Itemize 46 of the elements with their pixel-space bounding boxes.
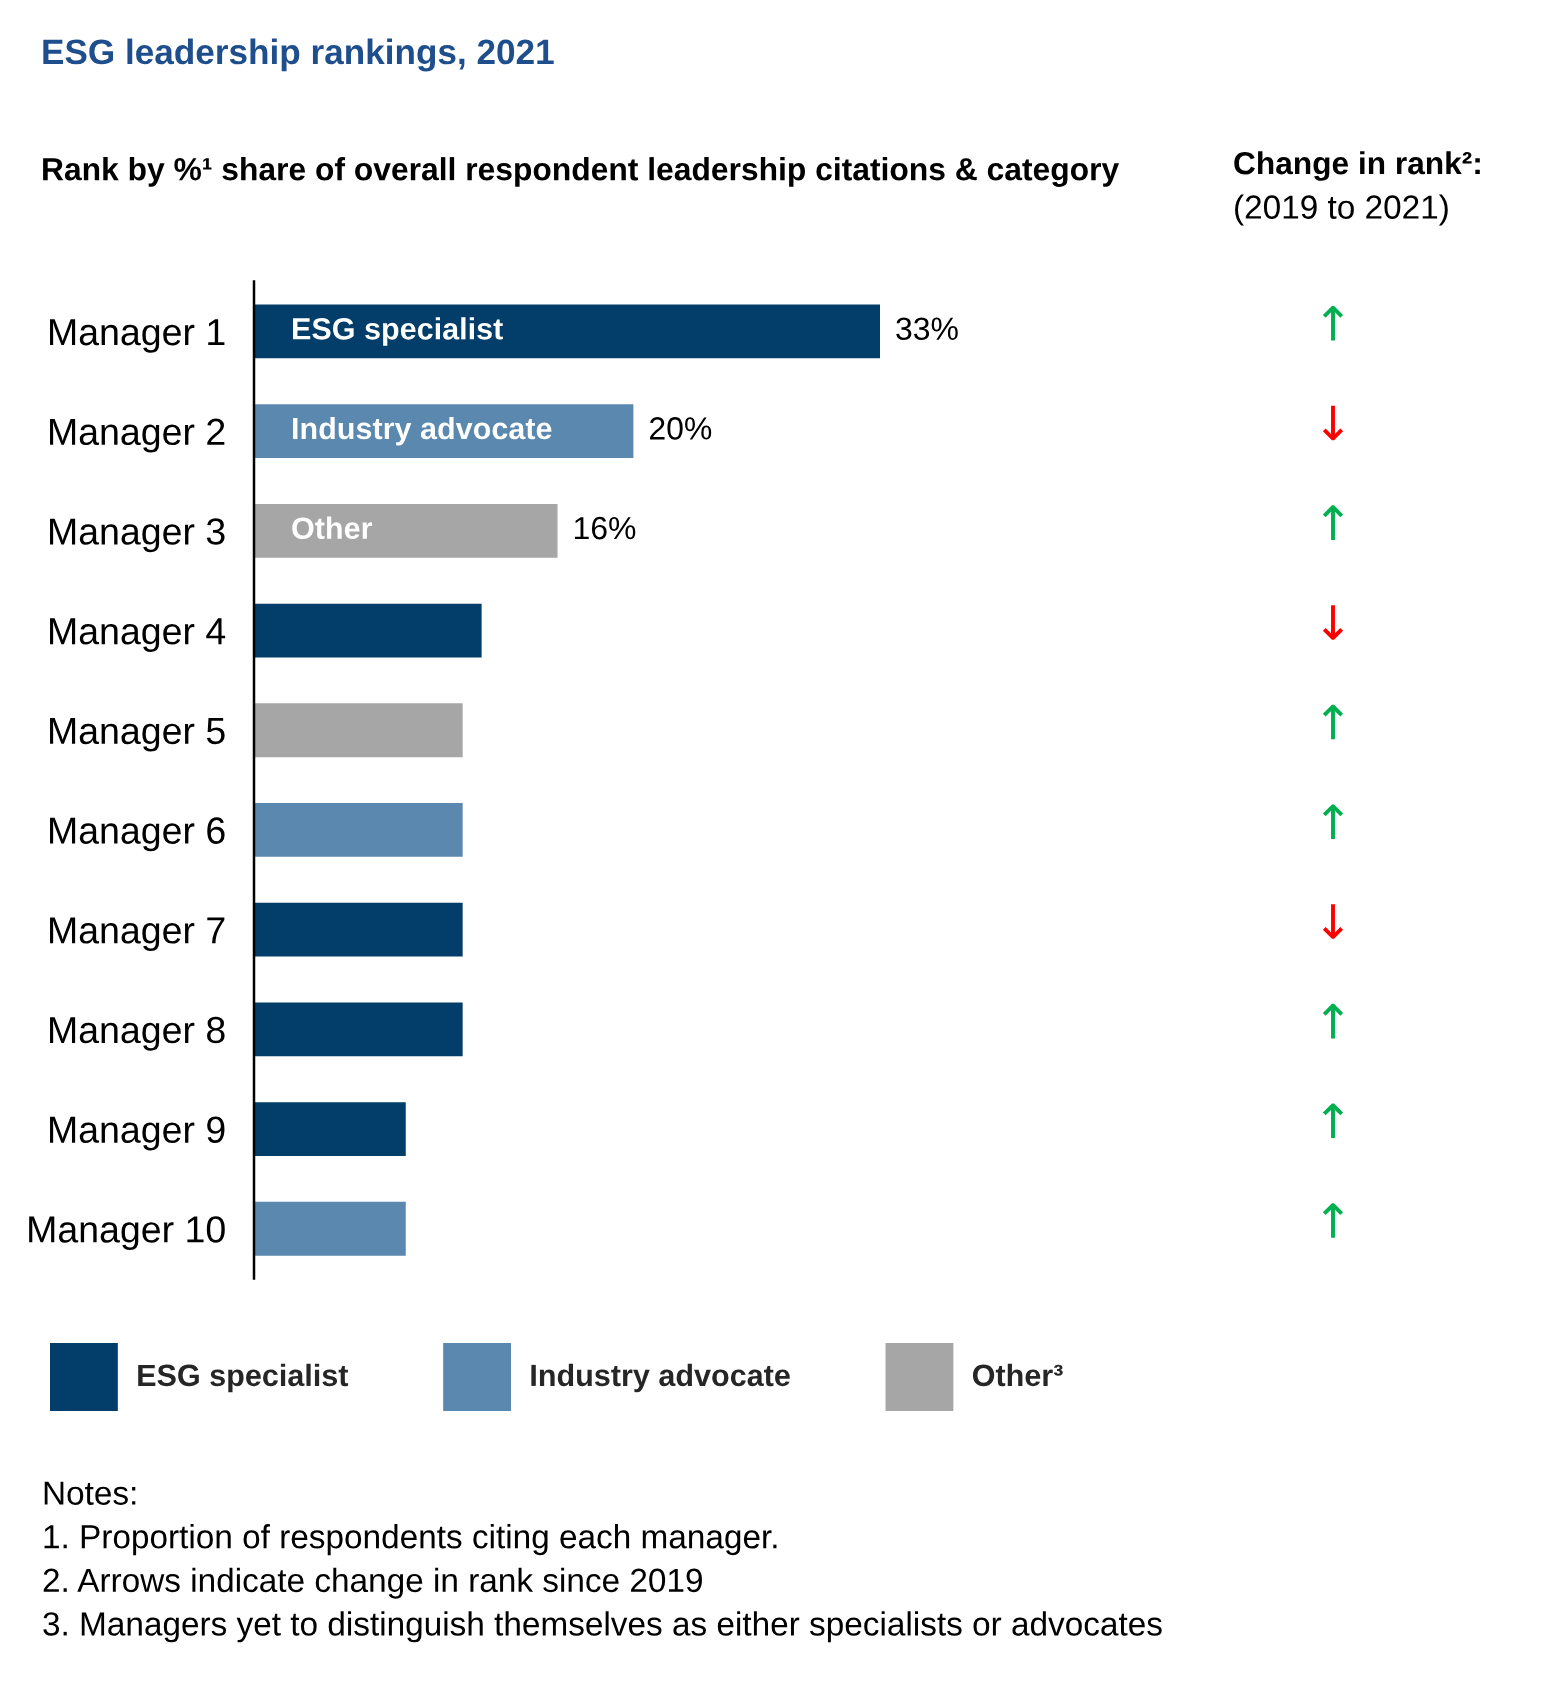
bar xyxy=(254,902,463,957)
data-label: 20% xyxy=(650,417,712,440)
data-label: 33% xyxy=(896,317,958,341)
y-tick-label: Manager 10 xyxy=(29,1216,225,1251)
y-tick-label: Manager 1 xyxy=(50,319,225,353)
y-tick-label: Manager 5 xyxy=(50,718,225,752)
text: 2. Arrows indicate change in rank since 2019 xyxy=(43,1567,702,1599)
bar xyxy=(254,1102,406,1156)
text: ↓ xyxy=(1322,904,1344,939)
y-tick-label: Manager 2 xyxy=(50,418,225,453)
text: (2019 to 2021) xyxy=(1235,194,1448,226)
annotation: Industry advocate xyxy=(293,416,552,446)
bar xyxy=(254,803,463,857)
text: ↑ xyxy=(1322,1103,1344,1139)
legend-label: Other³ xyxy=(972,1363,1063,1387)
bar xyxy=(254,503,558,558)
y-tick-label: Manager 9 xyxy=(50,1116,225,1151)
chart-title: ESG leadership rankings, 2021 xyxy=(43,38,554,72)
y-tick-label: Manager 4 xyxy=(50,618,226,652)
bar xyxy=(254,304,880,359)
bar xyxy=(254,1201,406,1256)
text: Notes: xyxy=(44,1481,136,1505)
text: ↑ xyxy=(1322,704,1344,740)
bar xyxy=(254,603,482,658)
text: Change in rank²: xyxy=(1234,151,1480,181)
text: ↑ xyxy=(1322,305,1344,341)
y-tick-label: Manager 7 xyxy=(50,917,225,952)
text: ↑ xyxy=(1322,1003,1344,1039)
data-label: 16% xyxy=(574,516,636,540)
legend-label: ESG specialist xyxy=(138,1363,349,1393)
text: 1. Proportion of respondents citing each manager. xyxy=(44,1524,777,1556)
chart-subtitle: Rank by %¹ share of overall respondent leadership citations & category xyxy=(43,157,1119,187)
y-tick-label: Manager 3 xyxy=(50,518,225,553)
bar xyxy=(254,1002,463,1057)
text: ↑ xyxy=(1322,1203,1344,1238)
y-tick-label: Manager 8 xyxy=(50,1016,225,1051)
text: ↓ xyxy=(1322,605,1344,640)
y-tick-label: Manager 6 xyxy=(50,817,225,852)
text: ↑ xyxy=(1322,505,1344,540)
annotation: Other xyxy=(292,516,373,540)
text: 3. Managers yet to distinguish themselves as either specialists or advocates xyxy=(43,1611,1162,1643)
text: ↓ xyxy=(1322,405,1344,441)
text: ↑ xyxy=(1322,804,1344,839)
annotation: ESG specialist xyxy=(293,317,503,346)
legend-label: Industry advocate xyxy=(531,1363,790,1393)
bar xyxy=(254,703,463,758)
